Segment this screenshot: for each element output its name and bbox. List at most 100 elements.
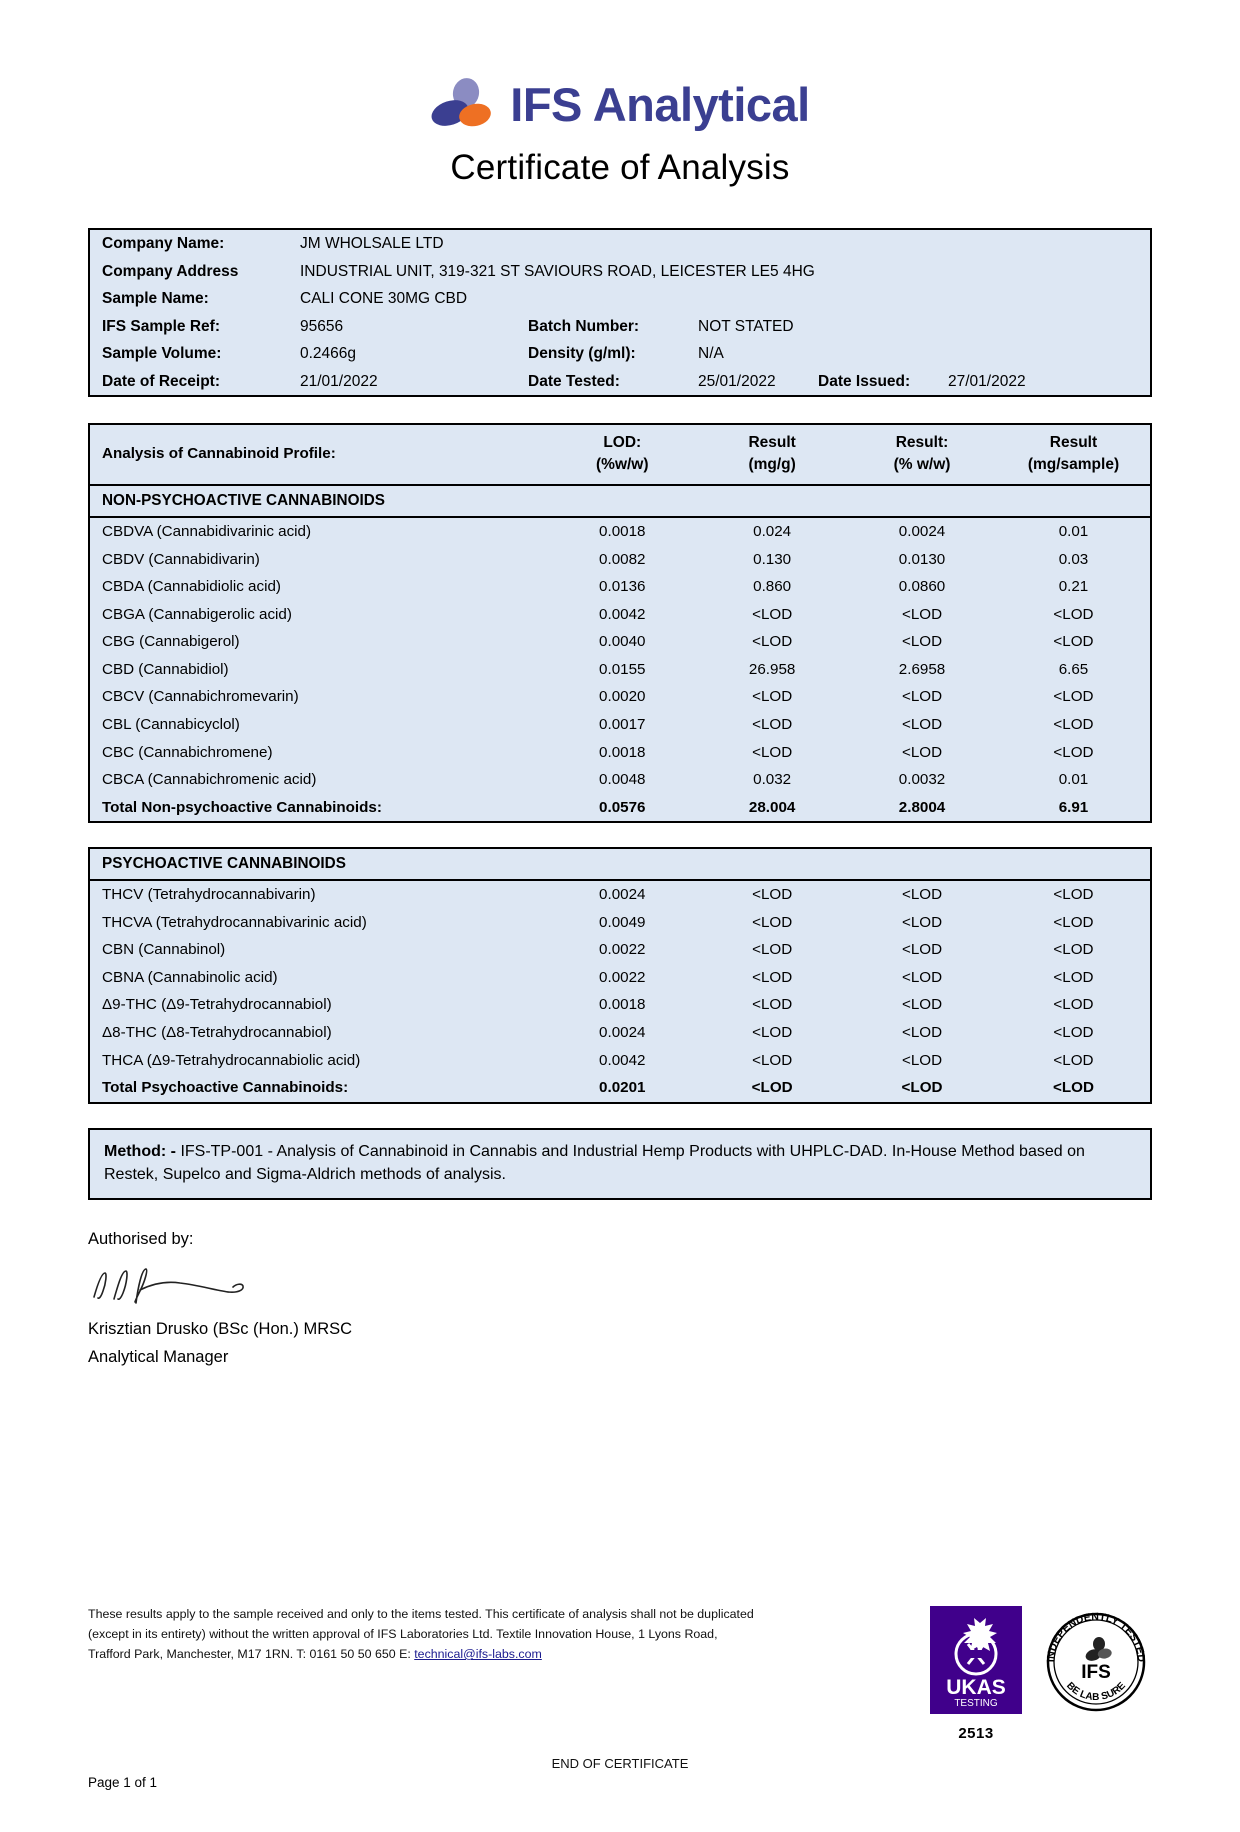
result-mg-sample: <LOD: [1053, 743, 1094, 761]
total-row: Total Psychoactive Cannabinoids: 0.0201 <L…: [90, 1074, 1150, 1102]
date-of-receipt-label: Date of Receipt:: [102, 372, 220, 390]
result-mg-sample: 6.91: [1058, 798, 1089, 816]
result-mg-sample: <LOD: [1053, 1051, 1094, 1069]
batch-number-label: Batch Number:: [528, 317, 640, 335]
info-row-sample-name: Sample Name: CALI CONE 30MG CBD: [90, 285, 1150, 313]
result-pct-ww: 0.0032: [898, 771, 946, 789]
psychoactive-rows: THCV (Tetrahydrocannabivarin) 0.0024 <LOD <…: [90, 880, 1150, 1102]
date-of-receipt-value: 21/01/2022: [300, 372, 378, 390]
svg-text:TESTING: TESTING: [954, 1698, 998, 1709]
result-mg-g: 0.860: [753, 578, 792, 596]
result-mg-sample: <LOD: [1053, 1079, 1094, 1097]
column-header-mgsample: Result (mg/sample): [997, 425, 1150, 485]
analyte-name: Total Psychoactive Cannabinoids:: [102, 1079, 349, 1097]
column-header-mgsample-top: Result: [1049, 434, 1098, 452]
certificate-page: IFS Analytical Certificate of Analysis C…: [0, 78, 1240, 1832]
result-mg-g: 0.024: [753, 523, 792, 540]
end-of-certificate-text: END OF CERTIFICATE: [551, 1756, 689, 1771]
result-pct-ww: <LOD: [901, 886, 943, 904]
result-mg-g: <LOD: [752, 688, 793, 706]
result-mg-sample: <LOD: [1053, 633, 1094, 651]
table-row: Δ8-THC (Δ8-Tetrahydrocannabiol) 0.0024 <LO…: [90, 1019, 1150, 1047]
results-table-title: Analysis of Cannabinoid Profile:: [102, 445, 336, 463]
column-header-lod-top: LOD:: [603, 434, 642, 452]
result-pct-ww: 2.8004: [898, 798, 946, 816]
column-header-mgsample-sub: (mg/sample): [1027, 456, 1120, 474]
column-header-lod: LOD: (%w/w): [547, 425, 697, 485]
result-pct-ww: <LOD: [901, 688, 943, 706]
result-pct-ww: <LOD: [901, 941, 943, 959]
ifs-independently-tested-badge: INDEPENDENTLY TESTED BE LAB SURE IFS: [1040, 1606, 1152, 1721]
analyte-name: Total Non-psychoactive Cannabinoids:: [102, 798, 382, 816]
independently-tested-icon: INDEPENDENTLY TESTED BE LAB SURE IFS: [1045, 1611, 1147, 1712]
result-mg-sample: 0.01: [1058, 771, 1089, 789]
info-row-sample-volume: Sample Volume: 0.2466g Density (g/ml): N…: [90, 340, 1150, 368]
non-psychoactive-results-table: Analysis of Cannabinoid Profile: LOD: (%…: [88, 423, 1152, 824]
disclaimer-line-2: (except in its entirety) without the wri…: [88, 1627, 718, 1642]
signature-image: [88, 1257, 1152, 1315]
result-mg-sample: 6.65: [1058, 660, 1089, 678]
analyte-name: CBGA (Cannabigerolic acid): [102, 605, 292, 623]
ukas-logo-icon: UKAS TESTING: [930, 1606, 1022, 1714]
lod-value: 0.0022: [599, 941, 646, 959]
authoriser-role: Analytical Manager: [88, 1347, 229, 1366]
result-pct-ww: <LOD: [901, 633, 943, 651]
ifs-sample-ref-value: 95656: [300, 317, 344, 335]
analyte-name: Δ8-THC (Δ8-Tetrahydrocannabiol): [102, 1023, 332, 1041]
analyte-name: THCV (Tetrahydrocannabivarin): [102, 886, 316, 904]
brand-header: IFS Analytical: [88, 78, 1152, 130]
lod-value: 0.0136: [599, 578, 646, 596]
lod-value: 0.0040: [599, 633, 646, 651]
result-pct-ww: 0.0024: [898, 523, 946, 540]
analyte-name: CBC (Cannabichromene): [102, 743, 273, 761]
analyte-name: CBDV (Cannabidivarin): [102, 550, 260, 568]
result-mg-g: <LOD: [752, 716, 793, 734]
result-mg-g: 26.958: [748, 660, 796, 678]
result-pct-ww: <LOD: [901, 996, 943, 1014]
analyte-name: CBD (Cannabidiol): [102, 660, 229, 678]
analyte-name: Δ9-THC (Δ9-Tetrahydrocannabiol): [102, 996, 332, 1014]
result-pct-ww: <LOD: [901, 1051, 943, 1069]
result-pct-ww: <LOD: [901, 1023, 943, 1041]
disclaimer-line-3: Trafford Park, Manchester, M17 1RN. T: 0…: [88, 1644, 754, 1664]
lod-value: 0.0201: [599, 1079, 646, 1097]
analyte-name: CBCA (Cannabichromenic acid): [102, 771, 317, 789]
company-address-label: Company Address: [102, 262, 239, 280]
lod-value: 0.0024: [599, 1023, 646, 1041]
analyte-name: CBCV (Cannabichromevarin): [102, 688, 299, 706]
company-name-value: JM WHOLSALE LTD: [300, 235, 444, 252]
column-header-pctww-sub: (% w/w): [893, 456, 951, 474]
ukas-badge: UKAS TESTING 2513: [930, 1606, 1022, 1742]
result-mg-sample: <LOD: [1053, 996, 1094, 1014]
result-mg-g: <LOD: [752, 996, 793, 1014]
table-row: THCVA (Tetrahydrocannabivarinic acid) 0.0…: [90, 909, 1150, 937]
result-pct-ww: 0.0130: [898, 550, 946, 568]
result-mg-sample: <LOD: [1053, 886, 1094, 904]
analyte-name: CBG (Cannabigerol): [102, 633, 240, 651]
result-pct-ww: 0.0860: [898, 578, 946, 596]
date-issued-value: 27/01/2022: [948, 372, 1026, 390]
lod-value: 0.0017: [599, 716, 646, 734]
method-text: IFS-TP-001 - Analysis of Cannabinoid in …: [104, 1142, 1085, 1184]
lod-value: 0.0020: [599, 688, 646, 706]
technical-email-link[interactable]: technical@ifs-labs.com: [414, 1647, 542, 1662]
svg-text:UKAS: UKAS: [946, 1676, 1006, 1699]
total-row: Total Non-psychoactive Cannabinoids: 0.05…: [90, 794, 1150, 822]
analyte-name: THCVA (Tetrahydrocannabivarinic acid): [102, 913, 367, 931]
result-mg-sample: <LOD: [1053, 941, 1094, 959]
lod-value: 0.0018: [599, 523, 646, 540]
disclaimer-line-1: These results apply to the sample receiv…: [88, 1607, 754, 1621]
result-mg-g: 0.032: [753, 771, 792, 789]
result-mg-g: <LOD: [752, 605, 793, 623]
result-mg-sample: 0.21: [1058, 578, 1089, 596]
lod-value: 0.0024: [599, 886, 646, 904]
sample-name-value: CALI CONE 30MG CBD: [300, 290, 468, 308]
table-row: CBN (Cannabinol) 0.0022 <LOD <LOD <LOD: [90, 936, 1150, 964]
result-pct-ww: <LOD: [901, 716, 943, 734]
column-header-lod-sub: (%w/w): [596, 456, 649, 474]
analyte-name: CBDVA (Cannabidivarinic acid): [102, 523, 312, 540]
density-value: N/A: [698, 345, 724, 363]
method-label: Method: -: [104, 1142, 176, 1160]
lod-value: 0.0155: [599, 660, 646, 678]
results-header-row: Analysis of Cannabinoid Profile: LOD: (%…: [90, 425, 1150, 486]
